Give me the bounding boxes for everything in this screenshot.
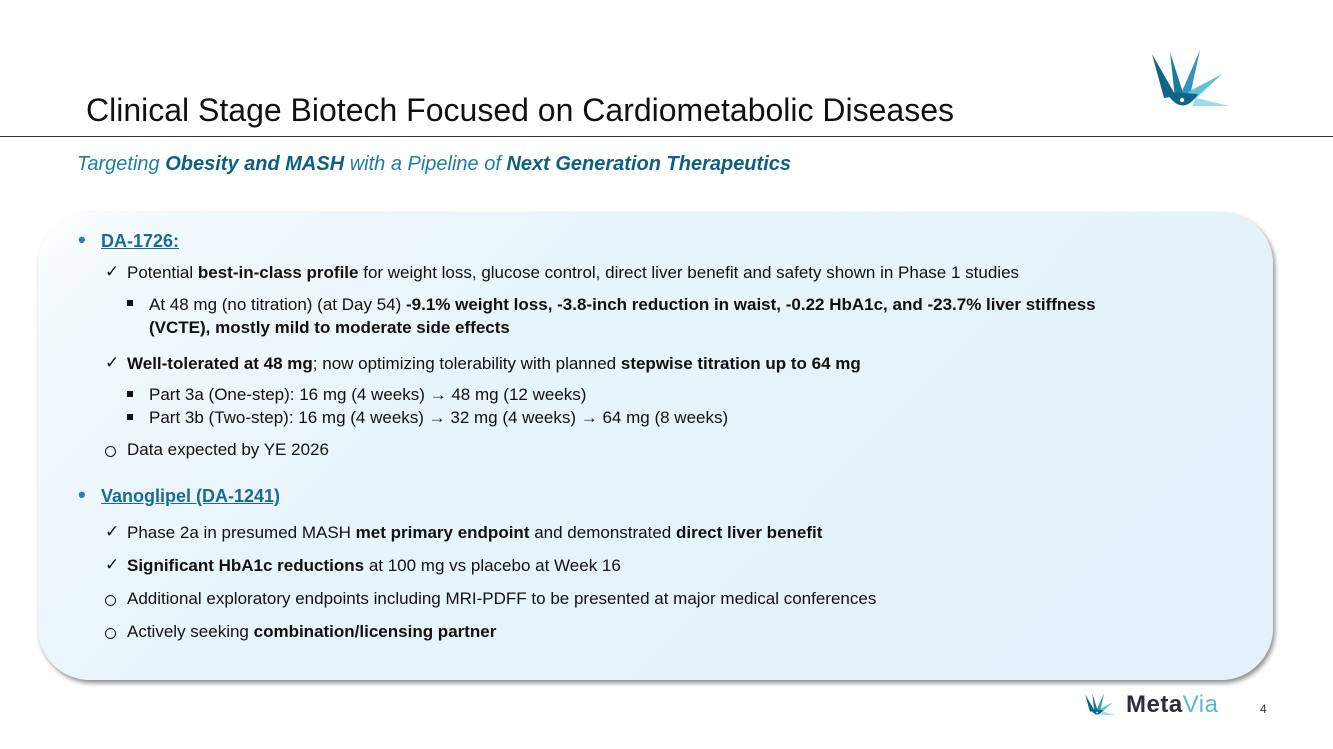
vanoglipel-bullet-4: Actively seeking combination/licensing p… <box>127 622 497 641</box>
section-heading-da1726: • DA-1726: <box>78 227 180 252</box>
check-icon: ✓ <box>105 522 120 541</box>
metavia-logo-icon <box>1152 50 1230 106</box>
dot-bullet-icon: • <box>78 227 86 252</box>
da1726-subbullet-3: Part 3b (Two-step): 16 mg (4 weeks) → 32… <box>149 408 729 427</box>
section-heading-vanoglipel: • Vanoglipel (DA-1241) <box>78 482 281 507</box>
da1726-bullet-3: Data expected by YE 2026 <box>127 440 329 459</box>
check-icon: ✓ <box>105 353 120 372</box>
section-heading-label: Vanoglipel (DA-1241) <box>101 486 281 506</box>
dot-bullet-icon: • <box>78 482 86 507</box>
metavia-logo-icon <box>1085 692 1116 715</box>
subtitle-text-2: with a Pipeline of <box>344 153 507 175</box>
da1726-bullet-1: Potential best-in-class profile for weig… <box>127 263 1020 282</box>
square-bullet-icon <box>127 391 133 397</box>
content-panel <box>38 212 1273 680</box>
check-icon: ✓ <box>105 262 120 281</box>
brand-wordmark: MetaVia <box>1126 691 1218 719</box>
da1726-bullet-2: Well-tolerated at 48 mg; now optimizing … <box>127 354 861 373</box>
circle-bullet-icon <box>105 628 116 639</box>
section-heading-label: DA-1726: <box>101 231 180 251</box>
subtitle-text-1: Targeting <box>77 153 166 175</box>
page-number: 4 <box>1260 702 1267 716</box>
circle-bullet-icon <box>105 446 116 457</box>
da1726-subbullet-1-line-2: (VCTE), mostly mild to moderate side eff… <box>149 318 510 337</box>
slide-subtitle: Targeting Obesity and MASH with a Pipeli… <box>77 153 791 176</box>
square-bullet-icon <box>127 414 133 420</box>
circle-bullet-icon <box>105 595 116 606</box>
brand-wordmark-via: Via <box>1182 691 1219 718</box>
vanoglipel-bullet-3: Additional exploratory endpoints includi… <box>127 589 877 608</box>
da1726-subbullet-1-line-1: At 48 mg (no titration) (at Day 54) -9.1… <box>149 295 1096 314</box>
square-bullet-icon <box>127 300 133 306</box>
vanoglipel-bullet-2: Significant HbA1c reductions at 100 mg v… <box>127 556 621 575</box>
vanoglipel-bullet-1: Phase 2a in presumed MASH met primary en… <box>127 523 823 542</box>
title-divider <box>0 136 1333 137</box>
brand-wordmark-meta: Meta <box>1126 691 1183 718</box>
check-icon: ✓ <box>105 555 120 574</box>
subtitle-bold-2: Next Generation Therapeutics <box>506 153 791 175</box>
slide-title: Clinical Stage Biotech Focused on Cardio… <box>86 92 954 128</box>
da1726-subbullet-2: Part 3a (One-step): 16 mg (4 weeks) → 48… <box>149 385 587 404</box>
subtitle-bold-1: Obesity and MASH <box>165 153 345 175</box>
